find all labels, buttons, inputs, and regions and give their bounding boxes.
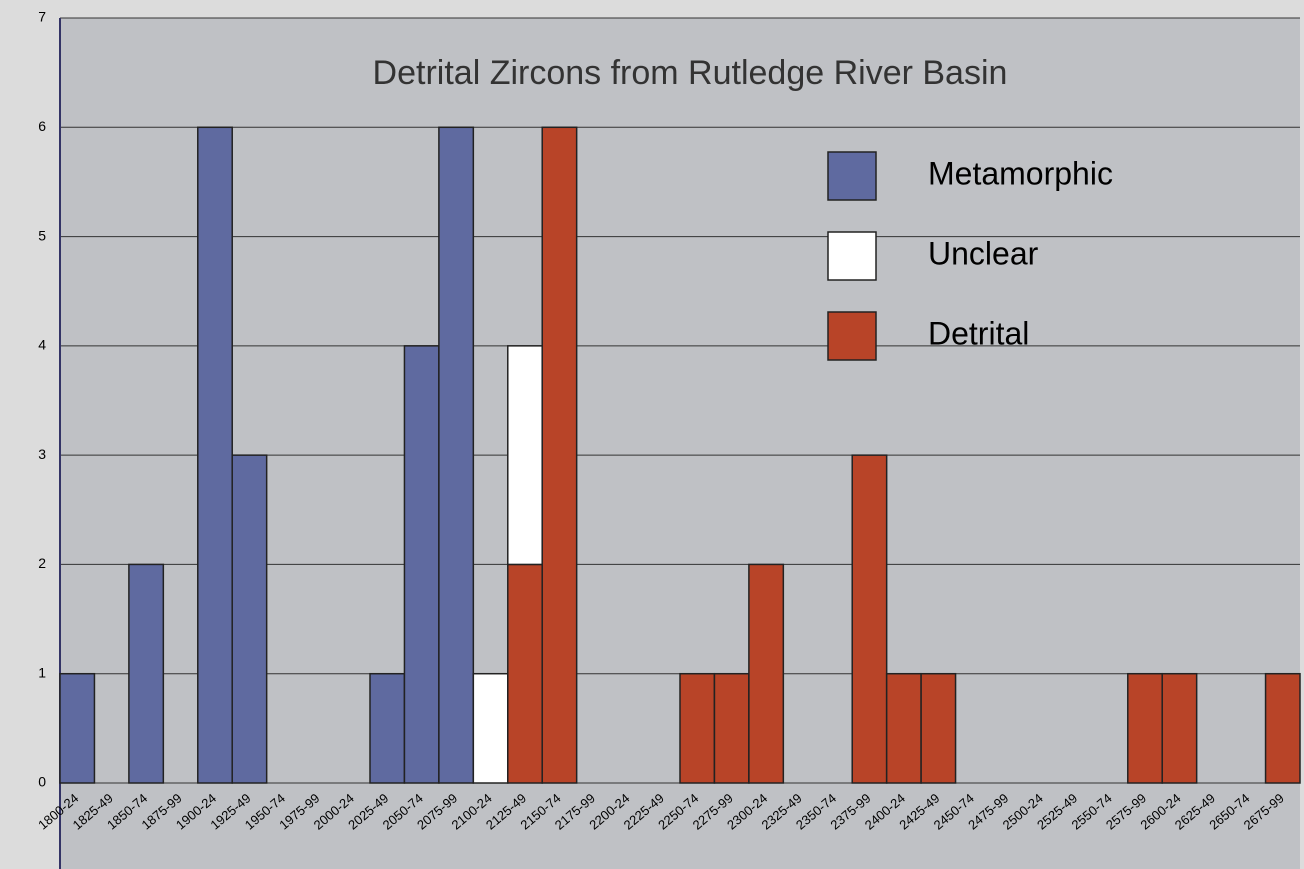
bar — [885, 672, 922, 784]
y-tick-label: 2 — [38, 555, 46, 571]
bar — [403, 345, 440, 784]
bar — [128, 563, 165, 784]
legend-label: Detrital — [928, 315, 1029, 351]
y-tick-label: 1 — [38, 664, 46, 680]
y-tick-label: 4 — [38, 337, 46, 353]
legend-label: Unclear — [928, 235, 1039, 271]
bar — [231, 454, 268, 784]
legend-swatch — [827, 151, 877, 201]
bar — [1161, 672, 1198, 784]
bar — [507, 563, 543, 784]
legend-swatch — [827, 311, 877, 361]
bar — [1264, 672, 1301, 784]
bar — [748, 563, 785, 784]
legend-label: Metamorphic — [928, 155, 1113, 191]
bar — [920, 672, 957, 784]
bar — [541, 126, 578, 784]
bar — [507, 345, 543, 566]
y-tick-label: 3 — [38, 446, 46, 462]
bar — [472, 672, 509, 784]
bar — [59, 672, 96, 784]
bar — [1127, 672, 1163, 784]
bar — [851, 454, 888, 784]
bar — [438, 126, 475, 784]
bar — [369, 672, 406, 784]
bar — [713, 672, 750, 784]
bar — [679, 672, 716, 784]
legend-swatch — [827, 231, 877, 281]
y-tick-label: 5 — [38, 227, 46, 243]
chart-title: Detrital Zircons from Rutledge River Bas… — [373, 54, 1008, 92]
bar — [197, 126, 233, 784]
y-tick-label: 7 — [38, 9, 46, 25]
y-tick-label: 0 — [38, 774, 46, 790]
y-tick-label: 6 — [38, 118, 46, 134]
